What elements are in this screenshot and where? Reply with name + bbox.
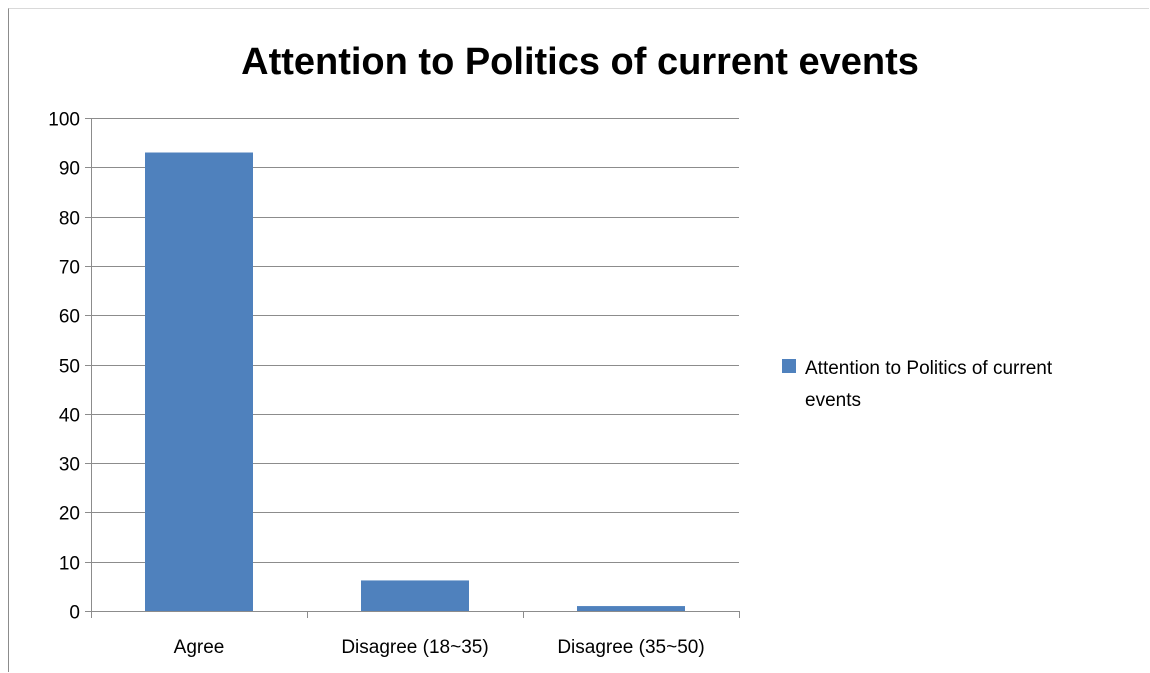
y-tick-label: 20 (59, 504, 80, 525)
x-tick-label: Agree (174, 637, 225, 658)
x-tick-label: Disagree (35~50) (557, 637, 704, 658)
y-tick-label: 60 (59, 307, 80, 328)
y-tick-label: 100 (48, 110, 80, 131)
y-tick-label: 70 (59, 258, 80, 279)
y-tick-label: 10 (59, 554, 80, 575)
y-tick-label: 90 (59, 159, 80, 180)
chart-title: Attention to Politics of current events (241, 41, 919, 83)
legend-swatch (782, 359, 796, 373)
bar (577, 606, 685, 611)
y-tick-label: 30 (59, 455, 80, 476)
gridlines (91, 118, 739, 563)
bar (361, 580, 469, 611)
axes: 0 10 20 30 40 50 60 70 80 90 100 Agree Disagree (18~… (48, 110, 740, 658)
x-tick-label: Disagree (18~35) (341, 637, 488, 658)
bars (145, 152, 685, 611)
chart-frame (8, 8, 1149, 672)
legend-label-line-2: events (805, 390, 861, 411)
legend-label-line-1: Attention to Politics of current (805, 358, 1053, 379)
bar (145, 152, 253, 611)
y-tick-label: 0 (69, 603, 80, 624)
y-tick-label: 40 (59, 406, 80, 427)
legend: Attention to Politics of current events (782, 358, 1053, 411)
y-tick-label: 50 (59, 357, 80, 378)
y-tick-label: 80 (59, 209, 80, 230)
